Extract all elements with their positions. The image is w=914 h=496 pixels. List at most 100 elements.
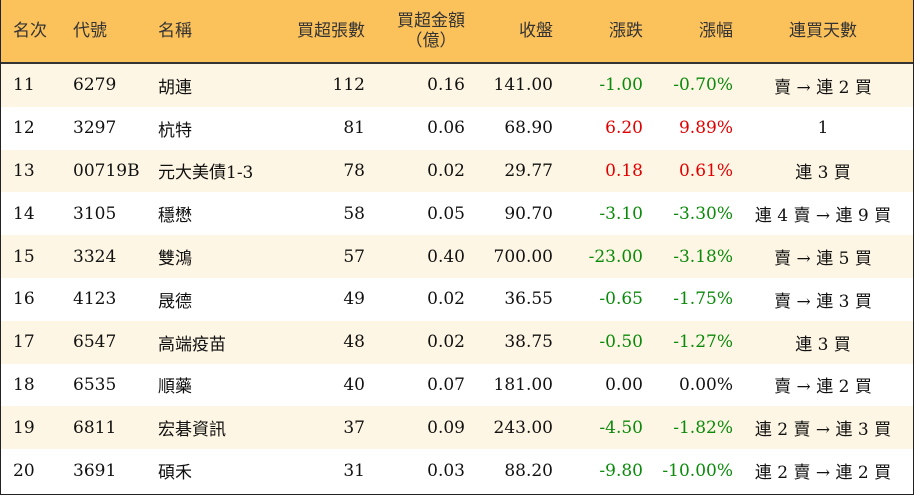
cell-lots: 81 xyxy=(343,118,365,139)
cell-name: 穩懋 xyxy=(158,206,192,227)
cell-name: 雙鴻 xyxy=(158,249,192,270)
cell-code: 6547 xyxy=(73,332,117,353)
cell-lots: 112 xyxy=(332,75,365,96)
header-days: 連買天數 xyxy=(789,21,857,41)
cell-name: 碩禾 xyxy=(158,463,192,484)
cell-pct: 9.89% xyxy=(678,118,733,139)
cell-amount: 0.02 xyxy=(427,289,465,310)
cell-days: 賣 → 連 2 買 xyxy=(774,377,872,398)
cell-days: 連 3 買 xyxy=(795,163,851,184)
cell-pct: -0.70% xyxy=(673,75,733,96)
cell-rank: 20 xyxy=(13,460,35,481)
cell-rank: 15 xyxy=(13,246,35,267)
table-row: 17 6547 高端疫苗 48 0.02 38.75 -0.50 -1.27% 連 3 買 xyxy=(1,320,913,364)
cell-lots: 40 xyxy=(343,374,365,395)
cell-rank: 12 xyxy=(13,118,35,139)
cell-close: 29.77 xyxy=(504,160,553,181)
header-code: 代號 xyxy=(73,21,107,41)
cell-pct: -1.75% xyxy=(673,289,733,310)
cell-rank: 18 xyxy=(13,374,35,395)
cell-amount: 0.09 xyxy=(427,417,465,438)
cell-pct: -10.00% xyxy=(662,460,733,481)
cell-lots: 78 xyxy=(343,160,365,181)
header-amount-line2: （億） xyxy=(405,31,457,51)
cell-pct: -1.82% xyxy=(673,417,733,438)
table-row: 15 3324 雙鴻 57 0.40 700.00 -23.00 -3.18% 賣 → 連 5 … xyxy=(1,235,913,278)
cell-change: 6.20 xyxy=(605,118,643,139)
cell-change: -4.50 xyxy=(599,417,643,438)
cell-pct: -3.30% xyxy=(673,203,733,224)
cell-amount: 0.07 xyxy=(427,374,465,395)
cell-change: 0.00 xyxy=(605,374,643,395)
header-rank: 名次 xyxy=(13,21,47,41)
cell-change: -0.65 xyxy=(599,289,643,310)
cell-pct: 0.00% xyxy=(678,374,733,395)
table-header: 名次 代號 名稱 買超張數 買超金額 （億） 收盤 漲跌 漲幅 連買天數 xyxy=(1,0,913,64)
cell-change: -3.10 xyxy=(599,203,643,224)
cell-code: 3324 xyxy=(73,246,117,267)
header-name: 名稱 xyxy=(158,21,192,41)
cell-change: -23.00 xyxy=(588,246,643,267)
cell-code: 3297 xyxy=(73,118,117,139)
cell-amount: 0.02 xyxy=(427,160,465,181)
cell-amount: 0.16 xyxy=(427,75,465,96)
table-body: 11 6279 胡連 112 0.16 141.00 -1.00 -0.70% 賣 → 連 2 … xyxy=(1,64,913,492)
cell-name: 宏碁資訊 xyxy=(158,420,226,441)
cell-rank: 16 xyxy=(13,289,35,310)
cell-change: -1.00 xyxy=(599,75,643,96)
cell-rank: 19 xyxy=(13,417,35,438)
cell-code: 6279 xyxy=(73,75,117,96)
cell-close: 88.20 xyxy=(504,460,553,481)
header-lots: 買超張數 xyxy=(297,21,365,41)
cell-name: 高端疫苗 xyxy=(158,334,226,355)
cell-close: 141.00 xyxy=(493,75,553,96)
header-amount: 買超金額 （億） xyxy=(365,11,465,51)
cell-change: 0.18 xyxy=(605,160,643,181)
cell-rank: 17 xyxy=(13,332,35,353)
cell-amount: 0.02 xyxy=(427,332,465,353)
cell-days: 連 2 賣 → 連 3 買 xyxy=(754,420,892,441)
cell-days: 賣 → 連 2 買 xyxy=(774,77,872,98)
cell-pct: -1.27% xyxy=(673,332,733,353)
cell-code: 4123 xyxy=(73,289,117,310)
cell-code: 3691 xyxy=(73,460,117,481)
table-row: 12 3297 杭特 81 0.06 68.90 6.20 9.89% 1 xyxy=(1,106,913,150)
cell-code: 6811 xyxy=(73,417,117,438)
cell-close: 243.00 xyxy=(493,417,553,438)
cell-code: 6535 xyxy=(73,374,117,395)
cell-lots: 37 xyxy=(343,417,365,438)
cell-code: 3105 xyxy=(73,203,117,224)
cell-pct: 0.61% xyxy=(678,160,733,181)
cell-days: 1 xyxy=(817,118,829,139)
cell-close: 68.90 xyxy=(504,118,553,139)
table-row: 14 3105 穩懋 58 0.05 90.70 -3.10 -3.30% 連 4 賣 → 連 … xyxy=(1,192,913,236)
cell-rank: 14 xyxy=(13,203,35,224)
cell-close: 90.70 xyxy=(504,203,553,224)
cell-days: 連 2 賣 → 連 2 買 xyxy=(754,463,892,484)
cell-name: 胡連 xyxy=(158,77,192,98)
table-row: 11 6279 胡連 112 0.16 141.00 -1.00 -0.70% 賣 → 連 2 … xyxy=(1,64,913,107)
table-row: 20 3691 碩禾 31 0.03 88.20 -9.80 -10.00% 連 2 賣 → 連… xyxy=(1,449,913,492)
cell-amount: 0.03 xyxy=(427,460,465,481)
cell-pct: -3.18% xyxy=(673,246,733,267)
cell-close: 38.75 xyxy=(504,332,553,353)
header-change: 漲跌 xyxy=(609,21,643,41)
cell-name: 元大美債1-3 xyxy=(158,163,254,184)
cell-rank: 11 xyxy=(13,75,35,96)
header-pct: 漲幅 xyxy=(699,21,733,41)
cell-change: -0.50 xyxy=(599,332,643,353)
cell-amount: 0.05 xyxy=(427,203,465,224)
cell-amount: 0.40 xyxy=(427,246,465,267)
cell-close: 700.00 xyxy=(493,246,553,267)
cell-close: 36.55 xyxy=(504,289,553,310)
cell-lots: 49 xyxy=(343,289,365,310)
cell-name: 晟德 xyxy=(158,291,192,312)
cell-days: 賣 → 連 5 買 xyxy=(774,249,872,270)
cell-lots: 31 xyxy=(343,460,365,481)
cell-days: 連 4 賣 → 連 9 買 xyxy=(754,206,892,227)
cell-name: 杭特 xyxy=(158,120,192,141)
header-close: 收盤 xyxy=(519,21,553,41)
cell-days: 連 3 買 xyxy=(795,334,851,355)
table-row: 16 4123 晟德 49 0.02 36.55 -0.65 -1.75% 賣 → 連 3 買 xyxy=(1,277,913,321)
